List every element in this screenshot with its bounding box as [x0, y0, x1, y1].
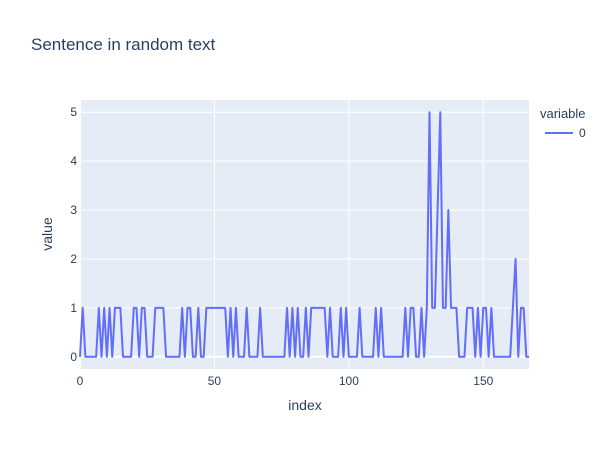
series-lines: [79, 111, 529, 358]
y-tick-label: 1: [70, 301, 77, 315]
y-tick-label: 5: [70, 105, 77, 119]
y-tick-label: 0: [70, 350, 77, 364]
chart-title: Sentence in random text: [31, 35, 216, 54]
y-tick-label: 2: [70, 252, 77, 266]
legend: variable 0: [540, 106, 586, 140]
y-tick-label: 4: [70, 154, 77, 168]
y-axis-title: value: [39, 217, 55, 251]
series-line-0[interactable]: [79, 111, 529, 358]
legend-title: variable: [540, 106, 586, 121]
x-axis-title: index: [288, 397, 321, 413]
legend-label-series-0[interactable]: 0: [579, 126, 586, 140]
x-tick-label: 50: [208, 374, 222, 388]
x-tick-label: 100: [339, 374, 359, 388]
y-tick-label: 3: [70, 203, 77, 217]
x-tick-label: 150: [473, 374, 493, 388]
x-tick-label: 0: [77, 374, 84, 388]
